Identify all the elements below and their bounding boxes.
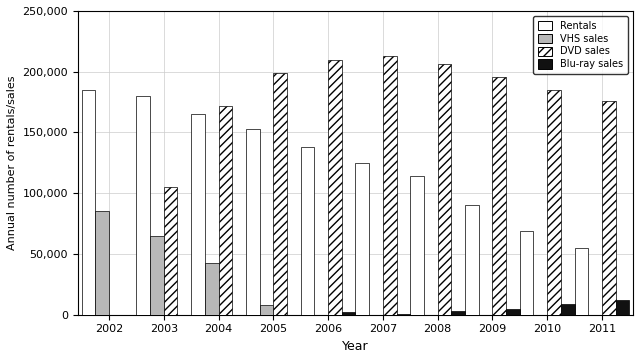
Bar xyxy=(150,236,164,315)
X-axis label: Year: Year xyxy=(342,340,369,353)
Bar xyxy=(191,114,205,315)
Bar xyxy=(218,106,232,315)
Bar xyxy=(506,309,520,315)
Bar xyxy=(547,90,561,315)
Bar xyxy=(492,77,506,315)
Bar xyxy=(328,59,342,315)
Bar xyxy=(575,248,588,315)
Bar xyxy=(136,96,150,315)
Bar xyxy=(520,231,534,315)
Bar xyxy=(451,311,465,315)
Bar xyxy=(205,262,218,315)
Bar xyxy=(465,206,479,315)
Bar xyxy=(164,187,177,315)
Legend: Rentals, VHS sales, DVD sales, Blu-ray sales: Rentals, VHS sales, DVD sales, Blu-ray s… xyxy=(533,16,628,74)
Bar xyxy=(81,90,95,315)
Bar xyxy=(246,129,260,315)
Bar xyxy=(438,64,451,315)
Bar xyxy=(342,312,355,315)
Bar xyxy=(260,305,273,315)
Bar xyxy=(95,211,109,315)
Bar xyxy=(383,56,397,315)
Bar xyxy=(410,176,424,315)
Y-axis label: Annual number of rentals/sales: Annual number of rentals/sales xyxy=(7,76,17,250)
Bar xyxy=(397,314,410,315)
Bar xyxy=(602,101,616,315)
Bar xyxy=(355,163,369,315)
Bar xyxy=(273,73,287,315)
Bar xyxy=(616,300,629,315)
Bar xyxy=(561,304,575,315)
Bar xyxy=(301,147,314,315)
